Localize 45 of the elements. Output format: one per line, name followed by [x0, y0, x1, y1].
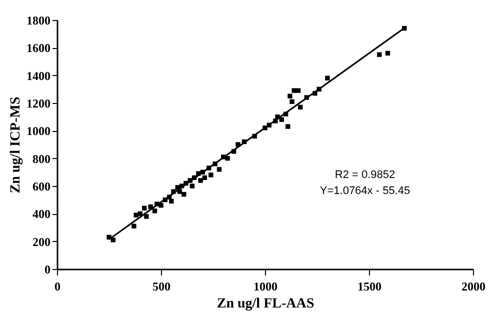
- point: [134, 212, 138, 218]
- point: [182, 192, 186, 197]
- point: [202, 175, 208, 180]
- point: [208, 172, 214, 178]
- point: [296, 88, 301, 93]
- point: [110, 238, 116, 242]
- point: [325, 76, 330, 80]
- x-tick-label: 500: [152, 280, 170, 294]
- y-tick-label: 1400: [26, 68, 50, 83]
- point: [198, 178, 203, 183]
- point: [225, 156, 230, 161]
- y-tick-label: 1600: [26, 41, 50, 56]
- point: [279, 117, 284, 122]
- y-tick-label: 1000: [26, 124, 50, 138]
- point: [169, 198, 174, 204]
- point: [190, 184, 195, 188]
- y-tick-label: 1800: [26, 14, 50, 28]
- x-tick-label: 2000: [462, 280, 486, 294]
- y-tick-label: 1200: [26, 96, 50, 110]
- x-tick-label: 1500: [358, 280, 382, 294]
- y-tick-label: 600: [32, 180, 50, 194]
- y-tick-label: 0: [44, 262, 50, 276]
- point: [132, 224, 136, 228]
- point: [144, 214, 149, 219]
- point: [236, 142, 240, 147]
- point: [158, 203, 164, 208]
- point: [292, 88, 296, 93]
- x-tick-label: 0: [54, 280, 60, 294]
- x-axis-title: Zn ug/l FL-AAS: [216, 296, 314, 312]
- point: [152, 208, 158, 214]
- annotation: Y=1.0764x - 55.45: [320, 185, 410, 197]
- y-tick-label: 800: [32, 152, 50, 166]
- y-axis-title: Zn ug/l ICP-MS: [8, 96, 24, 194]
- point: [377, 52, 382, 57]
- x-tick-label: 1000: [254, 280, 278, 294]
- point: [385, 50, 390, 56]
- point: [286, 124, 290, 129]
- point: [298, 104, 303, 110]
- y-tick-label: 400: [32, 207, 50, 222]
- annotation: R2 = 0.9852: [334, 169, 396, 181]
- point: [288, 94, 292, 98]
- point: [216, 167, 222, 172]
- point: [142, 206, 147, 210]
- y-tick-label: 200: [32, 234, 50, 249]
- point: [290, 99, 294, 104]
